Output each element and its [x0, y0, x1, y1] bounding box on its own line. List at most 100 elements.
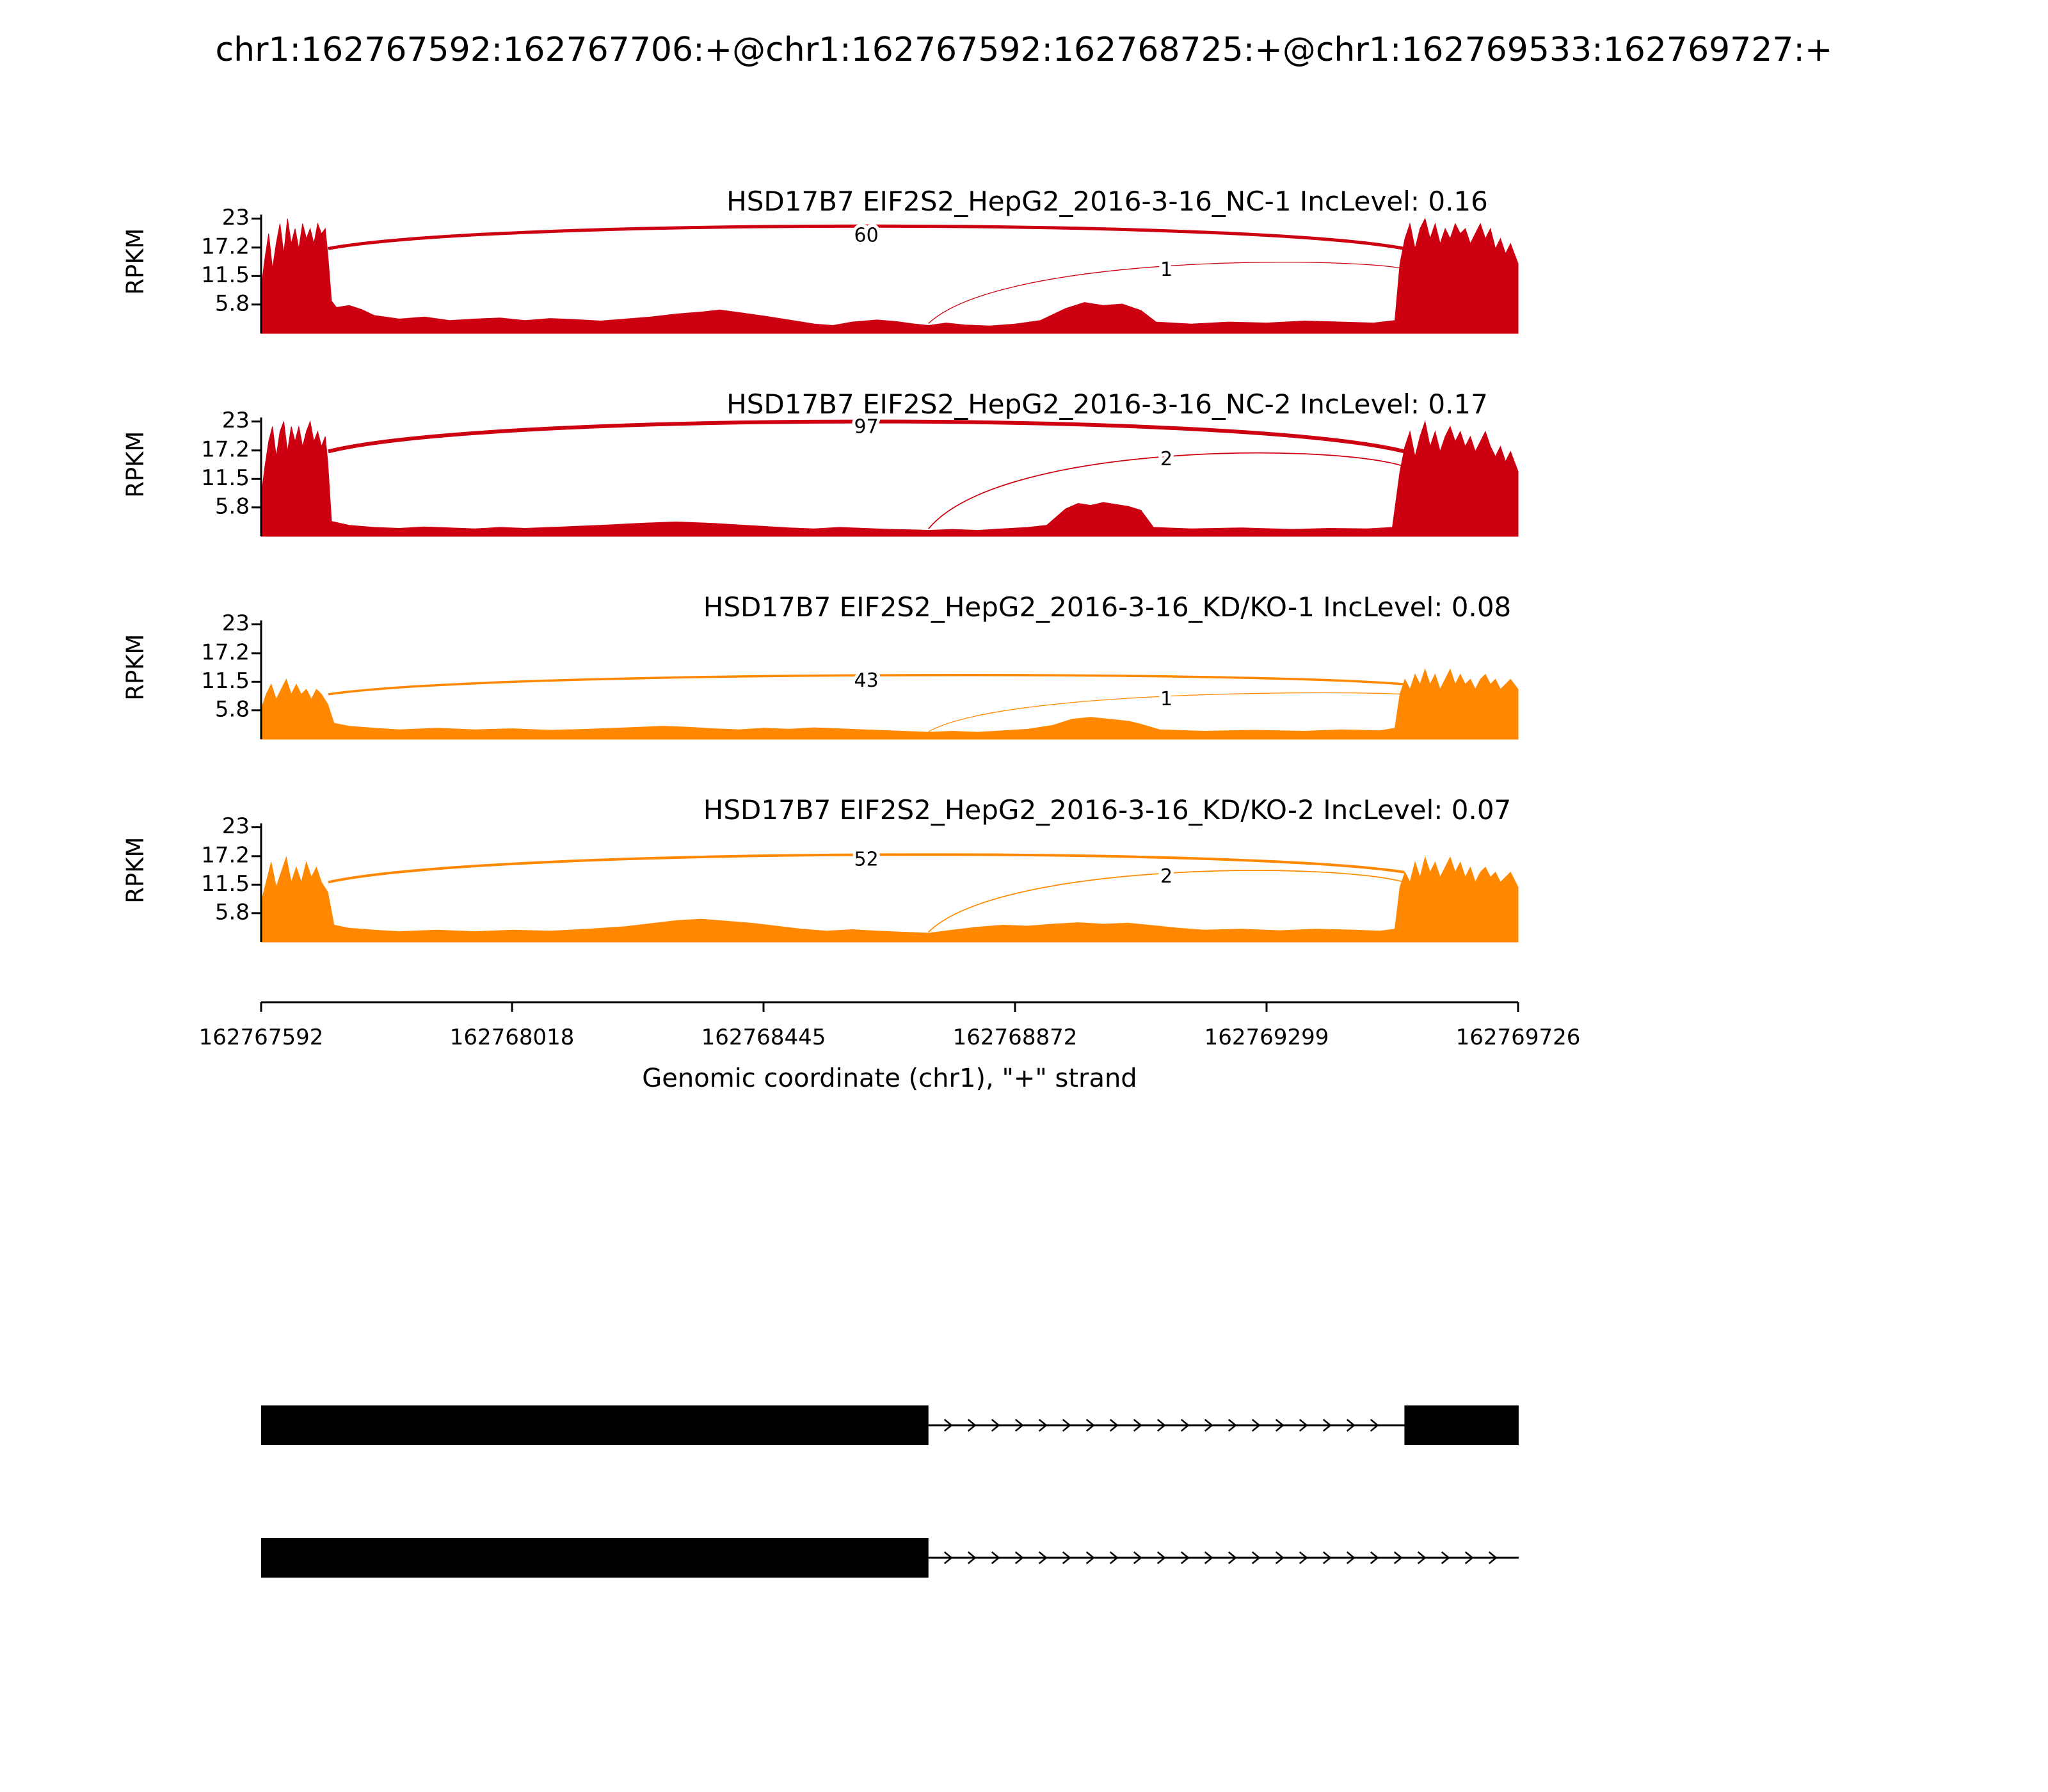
y-tick-label: 11.5 — [201, 262, 250, 288]
rpkm-axis-label: RPKM — [122, 634, 149, 701]
intron-arrow — [1251, 1551, 1261, 1564]
x-tick-label: 162767592 — [199, 1025, 324, 1050]
intron-arrow — [1488, 1551, 1498, 1564]
y-tick-label: 5.8 — [215, 493, 250, 519]
coverage-area — [260, 668, 1519, 740]
y-tick-label: 23 — [222, 813, 250, 839]
intron-arrow — [1346, 1551, 1356, 1564]
rpkm-axis-label: RPKM — [122, 837, 149, 904]
junction-count-label: 60 — [854, 224, 879, 246]
intron-arrow — [1180, 1551, 1190, 1564]
sashimi-track: 43 1 23 17.2 11.55.8 RPKM HSD17B7 EIF2S2_HepG2… — [122, 591, 1519, 740]
intron-arrow — [1299, 1419, 1308, 1432]
intron-arrow — [1370, 1419, 1379, 1432]
intron-arrow — [1251, 1419, 1261, 1432]
x-ticks: 162767592 162768018 162768445 162768872 1627… — [199, 1002, 1581, 1050]
intron-arrow — [1038, 1419, 1048, 1432]
intron-arrow — [1299, 1551, 1308, 1564]
y-tick-label: 17.2 — [201, 639, 250, 665]
track-title: HSD17B7 EIF2S2_HepG2_2016-3-16_NC-2 IncL… — [726, 388, 1488, 420]
intron-arrow — [1062, 1551, 1071, 1564]
junction-arc — [928, 261, 1405, 324]
y-tick-label: 5.8 — [215, 899, 250, 925]
y-tick-label: 23 — [222, 611, 250, 636]
junction-count-label: 52 — [854, 849, 879, 871]
junction-arc — [928, 692, 1405, 732]
junction-arc — [328, 224, 1405, 250]
intron-arrow — [1133, 1419, 1142, 1432]
intron-arrow — [943, 1419, 953, 1432]
exon-box — [261, 1538, 929, 1578]
junction-count-label: 2 — [1160, 865, 1172, 888]
junction-arc — [328, 674, 1405, 696]
exon-box — [261, 1405, 929, 1445]
intron-arrow — [967, 1551, 977, 1564]
intron-arrow — [1204, 1419, 1213, 1432]
transcript — [261, 1538, 1519, 1578]
intron-arrow — [991, 1551, 1000, 1564]
intron-arrow — [1156, 1551, 1166, 1564]
junction-count-label: 2 — [1160, 448, 1172, 470]
junction-count-label: 1 — [1160, 259, 1172, 281]
coverage-area — [260, 420, 1519, 537]
junction-count-label: 97 — [854, 416, 879, 438]
sashimi-track: 97 2 23 17.2 11.55.8 RPKM HSD17B7 EIF2S2_HepG2… — [122, 388, 1519, 537]
transcript — [261, 1405, 1519, 1445]
intron-arrow — [1180, 1419, 1190, 1432]
x-tick-label: 162768872 — [953, 1025, 1078, 1050]
y-tick-label: 11.5 — [201, 668, 250, 694]
intron-arrow — [1038, 1551, 1048, 1564]
y-tick-label: 17.2 — [201, 234, 250, 259]
intron-arrow — [991, 1419, 1000, 1432]
x-tick-label: 162769299 — [1204, 1025, 1329, 1050]
track-title: HSD17B7 EIF2S2_HepG2_2016-3-16_NC-1 IncL… — [726, 186, 1488, 217]
y-tick-label: 5.8 — [215, 291, 250, 316]
junction-arc — [928, 452, 1405, 529]
junction-count-label: 1 — [1160, 688, 1172, 710]
transcript-structure — [261, 1405, 1519, 1578]
intron-arrow — [1062, 1419, 1071, 1432]
x-tick-label: 162769726 — [1456, 1025, 1581, 1050]
intron-arrow — [1014, 1419, 1024, 1432]
intron-arrow — [1085, 1419, 1095, 1432]
intron-arrow — [1322, 1551, 1332, 1564]
intron-arrow — [1109, 1419, 1119, 1432]
intron-arrow — [1275, 1551, 1284, 1564]
junction-arc — [928, 870, 1405, 933]
intron-arrow — [1464, 1551, 1474, 1564]
y-tick-label: 17.2 — [201, 842, 250, 868]
intron-arrow — [1109, 1551, 1119, 1564]
x-axis: 162767592 162768018 162768445 162768872 1627… — [199, 1001, 1581, 1093]
intron-arrow — [943, 1551, 953, 1564]
rpkm-axis-label: RPKM — [122, 228, 149, 295]
y-tick-label: 11.5 — [201, 871, 250, 897]
intron-arrow — [1275, 1419, 1284, 1432]
intron-arrow — [1133, 1551, 1142, 1564]
intron-arrow — [1228, 1551, 1237, 1564]
plot-title: chr1:162767592:162767706:+@chr1:16276759… — [216, 31, 1833, 69]
x-tick-label: 162768445 — [701, 1025, 826, 1050]
junction-arc — [328, 853, 1405, 884]
y-tick-label: 11.5 — [201, 465, 250, 491]
intron-arrow — [1014, 1551, 1024, 1564]
sashimi-track: 52 2 23 17.2 11.55.8 RPKM HSD17B7 EIF2S2_HepG2… — [122, 794, 1519, 943]
intron-arrow — [1322, 1419, 1332, 1432]
y-tick-label: 17.2 — [201, 436, 250, 462]
y-tick-label: 23 — [222, 205, 250, 230]
intron-arrow — [1346, 1419, 1356, 1432]
intron-arrow — [1393, 1551, 1403, 1564]
intron-arrow — [967, 1419, 977, 1432]
track-title: HSD17B7 EIF2S2_HepG2_2016-3-16_KD/KO-2 I… — [703, 794, 1512, 826]
x-tick-label: 162768018 — [450, 1025, 575, 1050]
intron-arrow — [1228, 1419, 1237, 1432]
intron-arrow — [1204, 1551, 1213, 1564]
intron-arrow — [1085, 1551, 1095, 1564]
intron-arrow — [1417, 1551, 1427, 1564]
sashimi-track: 60 1 23 17.2 11.5 5.8 RPKM HSD17B7 EIF2S2_HepG2… — [122, 186, 1519, 334]
intron-arrow — [1370, 1551, 1379, 1564]
exon-box — [1404, 1405, 1519, 1445]
intron-arrow — [1441, 1551, 1450, 1564]
y-tick-label: 5.8 — [215, 696, 250, 722]
track-title: HSD17B7 EIF2S2_HepG2_2016-3-16_KD/KO-1 I… — [703, 591, 1512, 623]
